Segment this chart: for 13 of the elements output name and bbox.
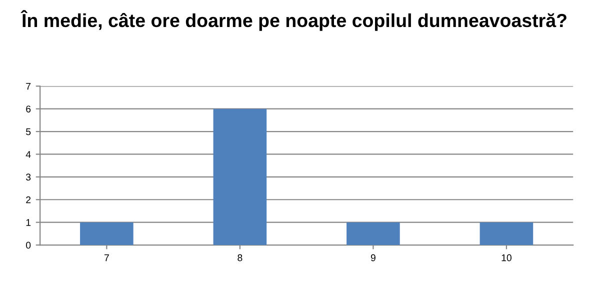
y-tick-label: 4 bbox=[26, 151, 31, 158]
x-tick-label: 9 bbox=[370, 254, 376, 262]
y-tick-label: 6 bbox=[26, 106, 31, 112]
y-tick-label: 0 bbox=[26, 242, 31, 249]
y-tick-label: 7 bbox=[26, 82, 31, 90]
x-tick-label: 8 bbox=[238, 254, 242, 262]
y-tick-label: 3 bbox=[26, 174, 31, 181]
y-tick-label: 2 bbox=[26, 196, 31, 204]
chart-title: În medie, câte ore doarme pe noapte copilul dumneavoastră? bbox=[20, 10, 566, 31]
y-tick-label: 5 bbox=[26, 128, 31, 136]
x-tick-label: 7 bbox=[104, 254, 109, 262]
x-tick-label: 10 bbox=[502, 254, 512, 262]
y-tick-label: 1 bbox=[26, 219, 31, 226]
